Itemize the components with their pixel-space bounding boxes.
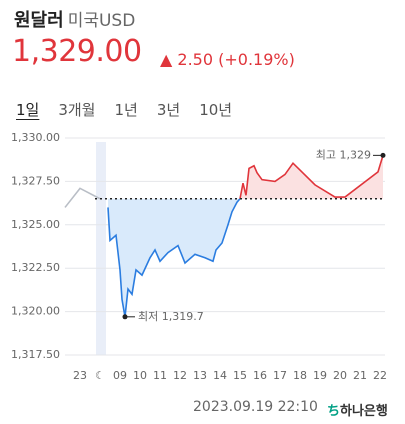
y-tick-label: 1,320.00 [11,305,60,318]
tab[interactable]: 3년 [156,101,181,119]
header: 원달러 미국USD [14,6,135,32]
source: ち하나은행 [327,400,388,419]
area [108,198,240,317]
x-tick-label: 11 [153,369,167,382]
annotation: 최저 1,319.7 [138,310,204,323]
x-tick-label: 18 [293,369,307,382]
x-tick-label: 15 [233,369,247,382]
x-tick-label: 21 [353,369,367,382]
y-tick-label: 1,317.50 [11,348,60,361]
change-pct: (+0.19%) [218,50,295,69]
subtitle: 미국USD [67,11,136,31]
tab[interactable]: 10년 [199,101,233,119]
x-tick-label: 23 [73,369,87,382]
tab[interactable]: 1일 [16,101,40,119]
x-tick-label: 22 [373,369,387,382]
change-value: 2.50 [177,50,214,69]
tab[interactable]: 1년 [114,101,138,119]
y-tick-label: 1,327.50 [11,174,60,187]
line [64,187,101,208]
line [239,155,384,199]
line [107,198,241,317]
night-icon: ☾ [95,369,105,382]
tab[interactable]: 3개월 [58,101,96,119]
source-name: 하나은행 [340,404,388,419]
x-tick-label: 10 [133,369,147,382]
x-tick-label: 20 [333,369,347,382]
period-tabs: 1일 3개월 1년 3년 10년 [16,99,232,120]
x-tick-label: 13 [193,369,207,382]
title: 원달러 [14,10,64,31]
x-tick-label: 14 [213,369,227,382]
x-tick-label: 12 [173,369,187,382]
x-tick-label: 09 [113,369,127,382]
area [240,155,383,199]
x-tick-label: 16 [253,369,267,382]
night-band [96,142,106,355]
y-tick-label: 1,325.00 [11,218,60,231]
bank-logo: ち [327,404,341,419]
x-tick-label: 19 [313,369,327,382]
y-tick-label: 1,330.00 [11,131,60,144]
timestamp: 2023.09.19 22:10 [193,399,318,415]
x-tick-label: 17 [273,369,287,382]
y-tick-label: 1,322.50 [11,261,60,274]
change: ▲ 2.50 (+0.19%) [160,50,295,69]
price: 1,329.00 [12,34,142,69]
up-icon: ▲ [160,50,173,69]
annotation: 최고 1,329 [316,148,371,161]
